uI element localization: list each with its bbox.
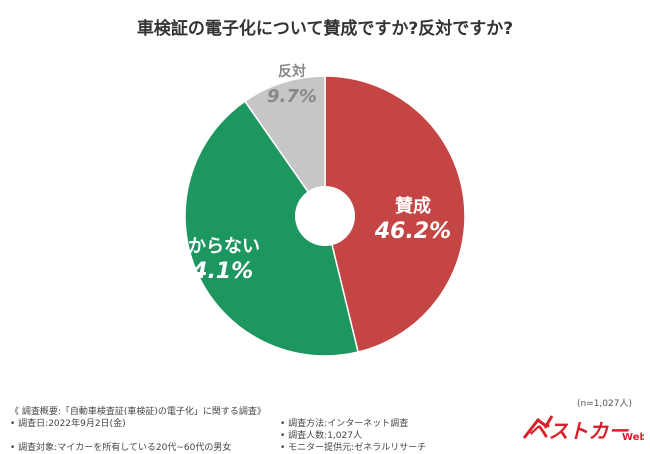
slice-value-2: 9.7% (267, 86, 317, 107)
slice-value-1: 44.1% (176, 259, 253, 284)
logo-main-text: ベストカー (528, 419, 629, 443)
logo-web-text: Web (622, 432, 644, 443)
note-survey-count: • 調査人数:1,027人 (280, 431, 362, 441)
pie-slices (184, 75, 466, 357)
note-survey-target: • 調査対象:マイカーを所有している20代~60代の男女 (10, 443, 232, 453)
slice-label-2: 反対 (278, 63, 306, 80)
sample-size: (n=1,027人) (576, 399, 632, 409)
note-row: • 調査日:2022年9月2日(金) • 調査方法:インターネット調査 (10, 418, 470, 430)
pie-slice-2 (243, 75, 326, 219)
pie-slice-0 (324, 75, 466, 353)
pie-center-hole (295, 186, 355, 246)
slice-label-0: 賛成 (395, 195, 431, 217)
note-blank (10, 430, 280, 442)
note-survey-date: • 調査日:2022年9月2日(金) (10, 419, 126, 429)
note-row: • 調査人数:1,027人 (10, 430, 470, 442)
note-row: • 調査対象:マイカーを所有している20代~60代の男女 • モニター提供元:ゼ… (10, 442, 470, 454)
bestcar-web-logo: ベストカー Web (522, 415, 644, 443)
note-survey-method: • 調査方法:インターネット調査 (280, 419, 409, 429)
logo-swoosh-icon (522, 415, 554, 439)
chart-title: 車検証の電子化について賛成ですか?反対ですか? (136, 19, 514, 39)
survey-notes: 《 調査概要:「自動車検査証(車検証)の電子化」に関する調査》 • 調査日:20… (10, 406, 470, 454)
pie-slice-1 (184, 100, 360, 357)
slice-label-1: わからない (170, 236, 260, 257)
note-monitor-provider: • モニター提供元:ゼネラルリサーチ (280, 443, 427, 453)
notes-heading: 《 調査概要:「自動車検査証(車検証)の電子化」に関する調査》 (10, 407, 266, 417)
slice-value-0: 46.2% (374, 219, 451, 244)
